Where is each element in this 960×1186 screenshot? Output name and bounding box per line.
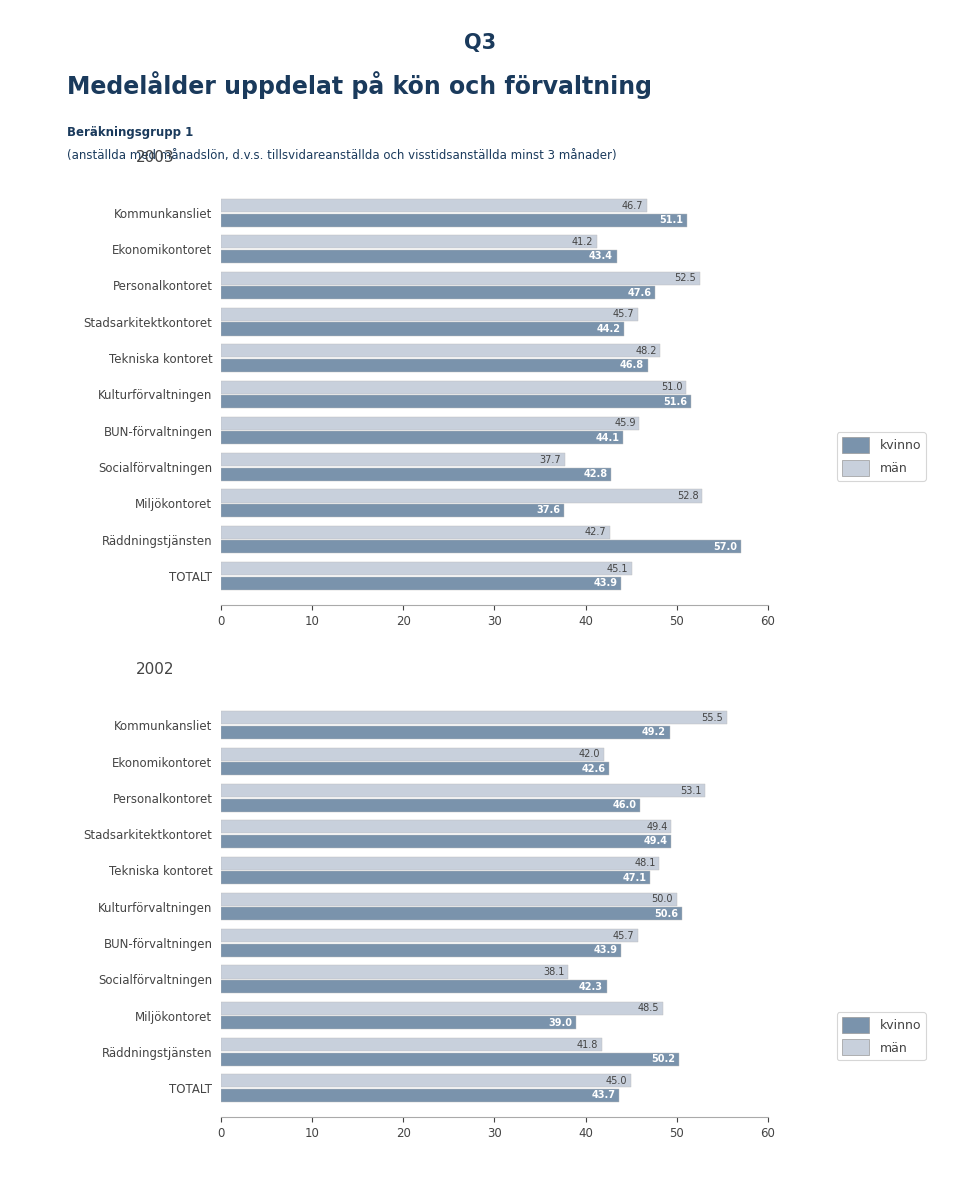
Text: Q3: Q3 [464,33,496,52]
Text: 42.7: 42.7 [585,528,607,537]
Text: (anställda med månadslön, d.v.s. tillsvidareanställda och visstidsanställda mins: (anställda med månadslön, d.v.s. tillsvi… [67,149,617,162]
Bar [221,199,647,212]
Text: 48.1: 48.1 [635,859,656,868]
Bar [221,944,621,957]
Bar [221,893,677,906]
Bar [221,490,703,503]
Bar [221,784,705,797]
Bar [221,747,604,760]
Bar [221,235,596,248]
Bar [221,344,660,357]
Bar [221,1089,619,1102]
Bar [221,763,610,776]
Bar [221,525,611,538]
Bar [221,359,648,372]
Text: 50.6: 50.6 [655,908,679,919]
Bar [221,980,607,993]
Bar [221,541,740,554]
Text: 51.1: 51.1 [660,215,684,225]
Text: 48.5: 48.5 [638,1003,660,1013]
Text: 43.4: 43.4 [588,251,612,261]
Text: Personalredovisning: Personalredovisning [313,36,468,50]
Text: 51.6: 51.6 [663,396,687,407]
Text: 42.6: 42.6 [582,764,606,773]
Bar [221,872,650,885]
Text: 46.8: 46.8 [620,361,644,370]
Bar [221,1002,663,1015]
Bar [221,272,700,285]
Text: 42.0: 42.0 [579,750,600,759]
Bar [221,323,624,336]
Bar [221,965,568,978]
Bar [221,308,637,321]
Text: 41.2: 41.2 [571,237,593,247]
Bar [221,1075,631,1088]
Text: 44.1: 44.1 [595,433,619,442]
Text: Medelålder uppdelat på kön och förvaltning: Medelålder uppdelat på kön och förvaltni… [67,71,652,100]
Text: 43.9: 43.9 [593,578,617,588]
Text: 43.9: 43.9 [593,945,617,955]
Bar [221,432,623,445]
Text: 41.8: 41.8 [577,1040,598,1050]
Text: 45.1: 45.1 [607,563,629,574]
Bar [221,1038,602,1051]
Text: 45.7: 45.7 [612,310,634,319]
Text: 42.3: 42.3 [579,982,603,991]
Bar [221,504,564,517]
Text: 51.0: 51.0 [660,382,683,393]
Text: 47.6: 47.6 [627,288,651,298]
Bar [221,250,616,263]
Bar [221,286,655,299]
Text: 38.1: 38.1 [543,967,564,977]
Text: 42.8: 42.8 [584,470,608,479]
Text: 49.4: 49.4 [646,822,667,831]
Bar [221,712,727,725]
Bar [221,1016,576,1029]
Bar [221,416,639,429]
Bar [221,1053,679,1066]
Bar [221,929,637,942]
Text: 2003: 2003 [136,149,175,165]
Text: 49.4: 49.4 [643,836,667,847]
Text: 6: 6 [30,33,42,52]
Text: 47.1: 47.1 [623,873,647,882]
Text: 55.5: 55.5 [702,713,723,723]
Text: 45.7: 45.7 [612,931,634,940]
Text: 52.5: 52.5 [674,273,696,283]
Text: 46.7: 46.7 [621,200,643,211]
Bar [221,726,669,739]
Text: 39.0: 39.0 [549,1018,573,1028]
Bar [221,907,683,920]
Bar [221,562,632,575]
Text: 45.0: 45.0 [606,1076,628,1086]
Text: 52.8: 52.8 [677,491,699,500]
Bar [221,213,686,227]
Text: 50.2: 50.2 [651,1054,675,1064]
Text: 2002: 2002 [136,662,175,677]
Text: 50.0: 50.0 [652,894,673,905]
Text: 45.9: 45.9 [614,419,636,428]
Text: Beräkningsgrupp 1: Beräkningsgrupp 1 [67,127,194,139]
Text: 53.1: 53.1 [680,785,702,796]
Bar [221,835,671,848]
Bar [221,467,612,480]
Bar [221,395,691,408]
Text: 57.0: 57.0 [713,542,737,551]
Bar [221,821,671,834]
Text: 49.2: 49.2 [642,727,666,738]
Bar [221,381,685,394]
Text: 46.0: 46.0 [612,801,636,810]
Text: 37.7: 37.7 [540,454,561,465]
Text: 48.2: 48.2 [636,346,657,356]
Bar [221,453,564,466]
Text: 37.6: 37.6 [536,505,560,516]
Bar [221,856,660,869]
Bar [221,576,621,589]
Bar [221,798,640,811]
Legend: kvinno, män: kvinno, män [837,433,925,480]
Legend: kvinno, män: kvinno, män [837,1012,925,1060]
Text: 43.7: 43.7 [591,1090,615,1101]
Text: 44.2: 44.2 [596,324,620,334]
